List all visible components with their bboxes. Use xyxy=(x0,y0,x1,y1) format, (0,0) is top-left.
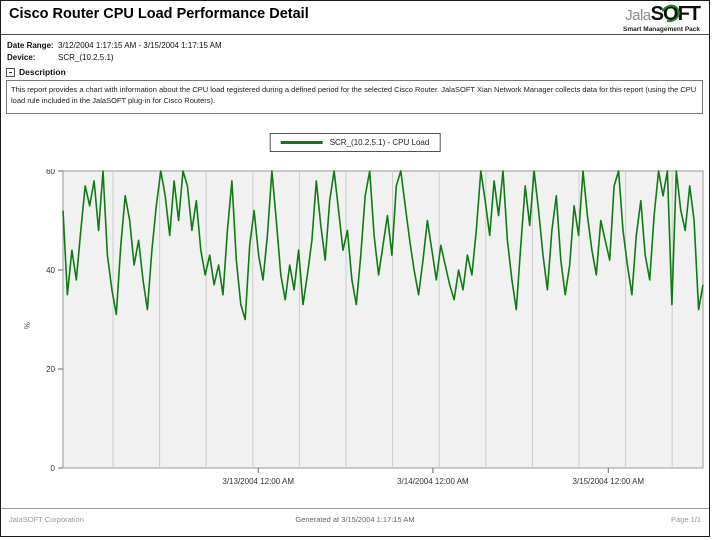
footer-divider xyxy=(1,508,709,509)
legend-label: SCR_(10.2.5.1) - CPU Load xyxy=(329,138,430,147)
logo-letters-ft: FT xyxy=(677,3,701,25)
logo-swoosh-icon: O xyxy=(663,3,679,25)
cpu-load-chart-svg: 0 20 40 60 3/13/2004 12:00 AM 3/14/2004 12:00… xyxy=(23,167,704,486)
meta-row-date-range: Date Range: 3/12/2004 1:17:15 AM - 3/15/2… xyxy=(7,40,222,52)
page-footer: JalaSOFT Corporation Generated at 3/15/2… xyxy=(1,515,709,524)
logo-tagline: Smart Management Pack xyxy=(623,26,700,33)
report-meta: Date Range: 3/12/2004 1:17:15 AM - 3/15/2… xyxy=(7,40,222,64)
device-label: Device: xyxy=(7,53,36,62)
legend-line-swatch xyxy=(280,141,323,144)
y-tick-label: 40 xyxy=(46,266,55,275)
footer-company: JalaSOFT Corporation xyxy=(9,515,84,524)
collapse-minus-icon[interactable] xyxy=(6,67,15,77)
y-tick-label: 20 xyxy=(46,365,55,374)
footer-page-number: Page 1/1 xyxy=(670,515,701,524)
logo-wordmark: JalaSOFT xyxy=(623,3,701,25)
description-box: This report provides a chart with inform… xyxy=(6,80,703,114)
x-tick-label: 3/15/2004 12:00 AM xyxy=(572,477,644,486)
logo-letter-s: S xyxy=(650,3,664,25)
chart-legend: SCR_(10.2.5.1) - CPU Load xyxy=(269,133,441,152)
x-tick-label: 3/13/2004 12:00 AM xyxy=(222,477,294,486)
logo-jala-text: Jala xyxy=(625,7,651,24)
cpu-load-chart: 0 20 40 60 3/13/2004 12:00 AM 3/14/2004 12:00… xyxy=(21,167,709,500)
date-range-value: 3/12/2004 1:17:15 AM - 3/15/2004 1:17:15… xyxy=(58,41,222,50)
plot-area xyxy=(62,170,704,469)
y-tick-label: 0 xyxy=(51,464,56,473)
y-tick-label: 60 xyxy=(46,169,55,176)
x-tick-label: 3/14/2004 12:00 AM xyxy=(397,477,469,486)
logo-soft-text: SOFT xyxy=(650,3,701,25)
cpu-load-series-line xyxy=(62,170,704,321)
date-range-label: Date Range: xyxy=(7,41,54,50)
device-value: SCR_(10.2.5.1) xyxy=(58,53,114,62)
jalasoft-logo: JalaSOFT Smart Management Pack xyxy=(623,3,701,34)
y-axis-unit-label: % xyxy=(23,322,32,329)
header-divider xyxy=(1,34,709,35)
page-title: Cisco Router CPU Load Performance Detail xyxy=(9,6,309,22)
meta-row-device: Device: SCR_(10.2.5.1) xyxy=(7,52,222,64)
description-section-header: Description xyxy=(6,67,66,77)
footer-generated-at: Generated at 3/15/2004 1:17:15 AM xyxy=(295,515,415,524)
description-header-label: Description xyxy=(19,67,66,77)
